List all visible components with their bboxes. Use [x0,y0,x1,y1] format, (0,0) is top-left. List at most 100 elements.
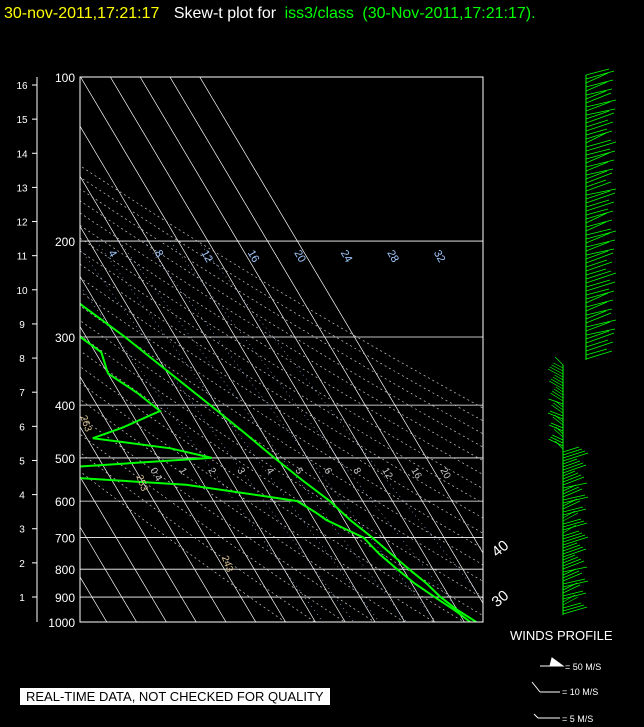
dry-adiabat-253 [80,433,345,622]
pressure-label-600: 600 [55,495,75,509]
wind-barb [562,500,581,510]
height-label-14: 14 [16,149,28,160]
wind-barb [585,72,609,84]
wind-barb [585,141,617,152]
isotherm-40 [199,77,483,554]
dry-adiabat-373 [80,250,483,504]
wind-barb [562,532,583,540]
wind-barb [585,79,614,88]
isotherm--60 [80,375,227,622]
height-label-8: 8 [19,354,25,365]
wind-barb [585,212,608,224]
dry-adiabat-313 [80,334,483,599]
plot-frame [79,76,484,623]
wind-barb [548,438,564,447]
wind-barb [585,301,608,312]
wind-barb [549,366,564,375]
height-label-5: 5 [19,456,25,467]
wind-barb [562,606,588,615]
series-line-dewpoint [80,335,471,622]
wind-barb [562,452,589,462]
mixing-ratio-label-32: 32 [431,248,448,265]
wind-barb [585,252,614,264]
wind-barb [585,328,616,336]
mixing-ratio-line-4 [118,240,407,622]
wind-barb [585,308,613,316]
quality-note: REAL-TIME DATA, NOT CHECKED FOR QUALITY [20,688,330,705]
wind-barb [562,522,588,531]
isotherm--80 [80,476,167,622]
wind-barb [585,68,610,76]
wind-barb [555,386,564,393]
wind-barb [585,219,613,228]
winds-profile [547,68,617,615]
wind-barb [562,556,579,564]
mixing-ratio-label-28: 28 [384,248,401,265]
wind-barb [554,374,564,381]
wind-barb [585,148,611,156]
wind-barb [562,536,589,546]
isotherm--40 [80,275,286,622]
mixing-ratio-label-20: 20 [291,248,308,265]
dry-adiabat-383 [80,237,483,490]
wind-barb [585,130,613,140]
dry-adiabat-243 [80,452,316,622]
wind-barb [585,248,615,256]
isotherm--50 [80,325,257,622]
wind-barb [562,448,583,456]
dry-adiabat-233 [80,470,286,622]
wind-barb [562,472,579,480]
wind-barb [552,416,564,426]
mixing-ratio-low-label-3: 3 [234,466,247,477]
pressure-label-900: 900 [55,591,75,605]
barb-50-icon [540,657,565,667]
wind-barb [562,534,586,543]
wind-barb [585,230,617,240]
isotherm--20 [80,175,346,622]
wind-barb [585,172,613,184]
wind-barb [585,341,614,352]
wind-barb [554,440,564,450]
dry-adiabat-413 [80,200,483,448]
isotherm--90 [80,526,137,622]
wind-barb [562,570,580,579]
wind-barb [562,506,584,513]
wind-barb [562,470,576,477]
wind-barb [562,520,585,528]
wind-barb [562,542,578,549]
wind-barb [585,221,607,232]
wind-barb [553,428,564,438]
wind-barb [562,548,587,558]
dry-adiabat-273 [80,398,405,622]
wind-barb [554,400,564,408]
wind-barb [585,101,611,112]
wind-barb [585,159,615,168]
wind-barb [562,594,576,603]
wind-barb [585,128,608,136]
wind-barb [562,474,582,483]
wind-barb [585,168,614,176]
wind-barb [585,179,607,188]
height-label-1: 1 [19,593,25,604]
wind-barb [585,81,608,92]
wind-barb [554,356,564,366]
mixing-ratio-low-label-20: 20 [437,466,452,482]
plot-grid [80,77,483,622]
title-suffix: (30-Nov-2011,17:21:17). [362,5,535,22]
height-label-4: 4 [19,491,25,502]
legend-5: = 5 M/S [562,714,593,724]
wind-barb [549,410,564,417]
wind-barb [585,250,609,260]
wind-barb [562,602,582,609]
wind-barb [562,524,577,534]
wind-barb [562,446,580,453]
wind-barb [585,88,613,96]
mixing-ratio-low-label-6: 6 [321,466,334,477]
wind-barb [562,458,578,465]
height-label-3: 3 [19,525,25,536]
wind-barb [562,568,577,576]
wind-barb [552,376,564,384]
wind-barb [562,494,586,501]
pressure-label-200: 200 [55,235,75,249]
wind-barb [550,378,564,387]
